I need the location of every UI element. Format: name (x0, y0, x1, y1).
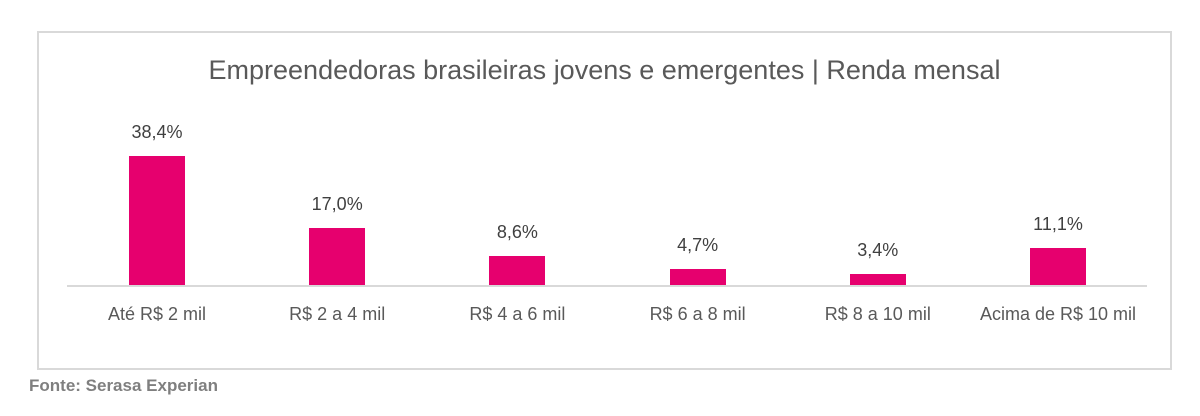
bar-value-label: 4,7% (677, 235, 719, 255)
bar (849, 274, 906, 285)
bar-value-label: 11,1% (1033, 214, 1083, 234)
bar-value-label: 3,4% (857, 240, 899, 260)
bar (309, 228, 366, 285)
category-label: R$ 8 a 10 mil (824, 304, 931, 324)
bar-value-label: 17,0% (311, 194, 363, 214)
bar (129, 156, 185, 285)
category-label: Até R$ 2 mil (107, 304, 207, 324)
category-label: R$ 6 a 8 mil (649, 304, 746, 324)
bar-value-label: 8,6% (496, 222, 538, 242)
x-axis-line (67, 285, 1147, 287)
bar (489, 256, 546, 285)
bar (669, 269, 726, 285)
source-note: Fonte: Serasa Experian (29, 376, 218, 395)
category-label: R$ 4 a 6 mil (469, 304, 566, 324)
bar (1030, 248, 1086, 285)
bar-value-label: 38,4% (131, 122, 183, 142)
category-label: R$ 2 a 4 mil (289, 304, 386, 324)
chart-frame: Empreendedoras brasileiras jovens e emer… (37, 31, 1172, 370)
chart-title: Empreendedoras brasileiras jovens e emer… (208, 55, 1001, 85)
category-label: Acima de R$ 10 mil (979, 304, 1137, 324)
